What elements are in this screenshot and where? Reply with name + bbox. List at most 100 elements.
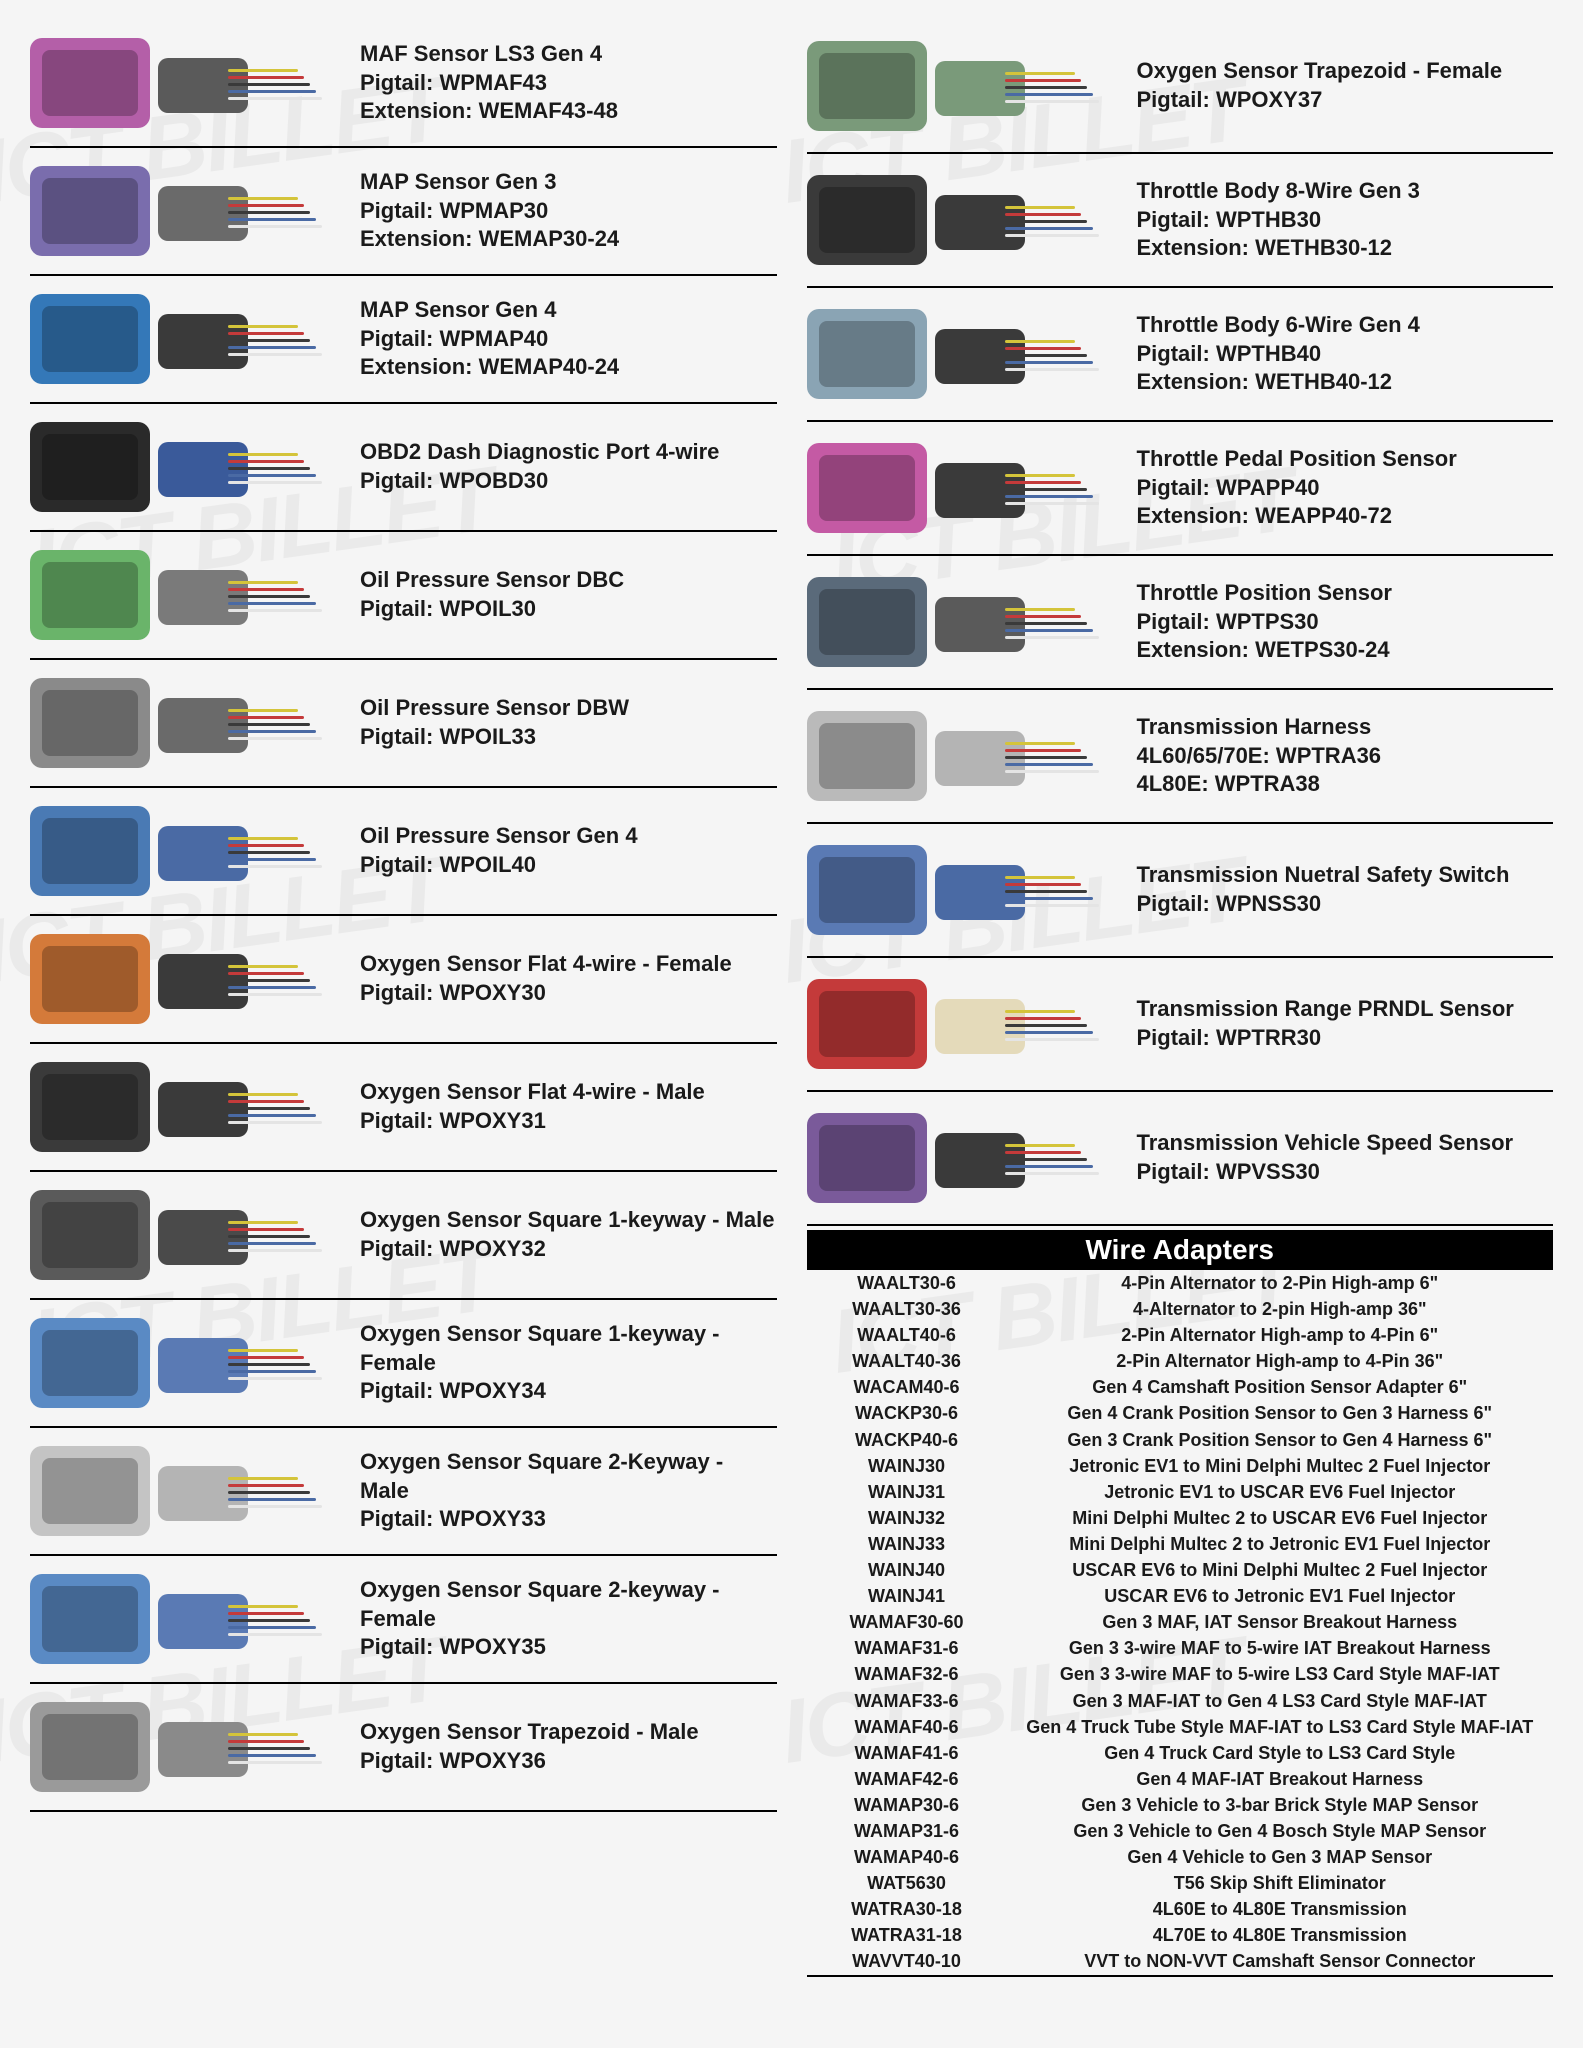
adapter-desc: USCAR EV6 to Jetronic EV1 Fuel Injector: [1007, 1583, 1554, 1609]
adapter-code: WAMAF30-60: [807, 1609, 1007, 1635]
adapter-code: WAINJ40: [807, 1557, 1007, 1583]
connector-item: Oxygen Sensor Square 2-Keyway - MalePigt…: [30, 1428, 777, 1556]
adapter-desc: Gen 3 MAF-IAT to Gen 4 LS3 Card Style MA…: [1007, 1688, 1554, 1714]
connector-side-icon: [158, 555, 328, 635]
connector-images: [30, 806, 350, 896]
connector-pigtail: Pigtail: WPOXY35: [360, 1633, 777, 1662]
connector-title: MAP Sensor Gen 3: [360, 168, 777, 197]
connector-images: [807, 577, 1127, 667]
connector-side-icon: [935, 46, 1105, 126]
connector-text: Oxygen Sensor Flat 4-wire - MalePigtail:…: [350, 1078, 777, 1135]
adapter-code: WAVVT40-10: [807, 1948, 1007, 1974]
adapter-row: WAINJ30Jetronic EV1 to Mini Delphi Multe…: [807, 1453, 1554, 1479]
adapter-desc: Gen 3 Vehicle to Gen 4 Bosch Style MAP S…: [1007, 1818, 1554, 1844]
connector-pigtail: Pigtail: WPOIL40: [360, 851, 777, 880]
adapter-row: WAMAP31-6Gen 3 Vehicle to Gen 4 Bosch St…: [807, 1818, 1554, 1844]
connector-front-icon: [807, 175, 927, 265]
adapter-desc: Jetronic EV1 to Mini Delphi Multec 2 Fue…: [1007, 1453, 1554, 1479]
connector-text: Oxygen Sensor Square 1-keyway - FemalePi…: [350, 1320, 777, 1406]
connector-title: Oxygen Sensor Square 1-keyway - Female: [360, 1320, 777, 1377]
connector-title: Throttle Pedal Position Sensor: [1137, 445, 1554, 474]
adapter-row: WACAM40-6Gen 4 Camshaft Position Sensor …: [807, 1374, 1554, 1400]
connector-item: MAF Sensor LS3 Gen 4Pigtail: WPMAF43Exte…: [30, 20, 777, 148]
adapter-desc: Gen 3 3-wire MAF to 5-wire IAT Breakout …: [1007, 1635, 1554, 1661]
adapter-row: WAMAF31-6Gen 3 3-wire MAF to 5-wire IAT …: [807, 1635, 1554, 1661]
adapter-code: WAINJ41: [807, 1583, 1007, 1609]
adapter-code: WACAM40-6: [807, 1374, 1007, 1400]
connector-extension: Extension: WEMAP30-24: [360, 225, 777, 254]
adapter-row: WAINJ40USCAR EV6 to Mini Delphi Multec 2…: [807, 1557, 1554, 1583]
connector-side-icon: [158, 811, 328, 891]
connector-item: Oxygen Sensor Flat 4-wire - FemalePigtai…: [30, 916, 777, 1044]
adapter-code: WAMAF31-6: [807, 1635, 1007, 1661]
connector-pigtail: Pigtail: WPOXY34: [360, 1377, 777, 1406]
connector-extension: Extension: WEMAF43-48: [360, 97, 777, 126]
adapter-code: WAINJ32: [807, 1505, 1007, 1531]
connector-front-icon: [30, 806, 150, 896]
connector-side-icon: [158, 1067, 328, 1147]
connector-title: Transmission Nuetral Safety Switch: [1137, 861, 1554, 890]
adapter-desc: 4L60E to 4L80E Transmission: [1007, 1896, 1554, 1922]
connector-item: Transmission Range PRNDL SensorPigtail: …: [807, 958, 1554, 1092]
connector-front-icon: [30, 166, 150, 256]
connector-side-icon: [158, 939, 328, 1019]
connector-text: Transmission Harness4L60/65/70E: WPTRA36…: [1127, 713, 1554, 799]
adapter-desc: Gen 4 Truck Card Style to LS3 Card Style: [1007, 1740, 1554, 1766]
connector-front-icon: [30, 934, 150, 1024]
connector-text: Oil Pressure Sensor DBWPigtail: WPOIL33: [350, 694, 777, 751]
adapter-row: WAMAF41-6Gen 4 Truck Card Style to LS3 C…: [807, 1740, 1554, 1766]
adapter-row: WAALT30-364-Alternator to 2-pin High-amp…: [807, 1296, 1554, 1322]
connector-item: Oil Pressure Sensor DBWPigtail: WPOIL33: [30, 660, 777, 788]
connector-images: [30, 422, 350, 512]
adapter-row: WAVVT40-10VVT to NON-VVT Camshaft Sensor…: [807, 1948, 1554, 1974]
connector-item: MAP Sensor Gen 3Pigtail: WPMAP30Extensio…: [30, 148, 777, 276]
connector-images: [30, 1190, 350, 1280]
adapter-row: WAMAF42-6Gen 4 MAF-IAT Breakout Harness: [807, 1766, 1554, 1792]
connector-pigtail: Pigtail: WPOXY32: [360, 1235, 777, 1264]
connector-item: MAP Sensor Gen 4Pigtail: WPMAP40Extensio…: [30, 276, 777, 404]
connector-images: [807, 1113, 1127, 1203]
connector-item: Oxygen Sensor Square 2-keyway - FemalePi…: [30, 1556, 777, 1684]
connector-side-icon: [158, 1707, 328, 1787]
connector-text: Oxygen Sensor Square 2-Keyway - MalePigt…: [350, 1448, 777, 1534]
connector-title: Oxygen Sensor Square 1-keyway - Male: [360, 1206, 777, 1235]
adapter-desc: Jetronic EV1 to USCAR EV6 Fuel Injector: [1007, 1479, 1554, 1505]
connector-front-icon: [807, 41, 927, 131]
adapter-desc: Gen 3 Crank Position Sensor to Gen 4 Har…: [1007, 1427, 1554, 1453]
connector-title: MAF Sensor LS3 Gen 4: [360, 40, 777, 69]
connector-pigtail: Pigtail: WPMAP40: [360, 325, 777, 354]
connector-images: [807, 175, 1127, 265]
connector-images: [807, 979, 1127, 1069]
connector-images: [807, 309, 1127, 399]
connector-title: Oil Pressure Sensor DBC: [360, 566, 777, 595]
connector-images: [807, 41, 1127, 131]
adapter-desc: Gen 3 MAF, IAT Sensor Breakout Harness: [1007, 1609, 1554, 1635]
connector-text: Oxygen Sensor Square 1-keyway - MalePigt…: [350, 1206, 777, 1263]
connector-pigtail: Pigtail: WPNSS30: [1137, 890, 1554, 919]
connector-front-icon: [30, 1574, 150, 1664]
right-column: Oxygen Sensor Trapezoid - FemalePigtail:…: [807, 20, 1554, 1977]
connector-text: Oxygen Sensor Flat 4-wire - FemalePigtai…: [350, 950, 777, 1007]
adapter-row: WAMAP30-6Gen 3 Vehicle to 3-bar Brick St…: [807, 1792, 1554, 1818]
connector-side-icon: [158, 1323, 328, 1403]
connector-text: Throttle Body 8-Wire Gen 3Pigtail: WPTHB…: [1127, 177, 1554, 263]
connector-side-icon: [158, 1579, 328, 1659]
connector-pigtail: Pigtail: WPOIL30: [360, 595, 777, 624]
connector-pigtail: Pigtail: WPTHB30: [1137, 206, 1554, 235]
adapter-code: WAALT40-36: [807, 1348, 1007, 1374]
adapter-code: WAMAF32-6: [807, 1661, 1007, 1687]
adapter-row: WAINJ31Jetronic EV1 to USCAR EV6 Fuel In…: [807, 1479, 1554, 1505]
connector-images: [30, 38, 350, 128]
connector-item: Oxygen Sensor Square 1-keyway - MalePigt…: [30, 1172, 777, 1300]
adapter-code: WACKP40-6: [807, 1427, 1007, 1453]
left-column: MAF Sensor LS3 Gen 4Pigtail: WPMAF43Exte…: [30, 20, 777, 1977]
adapter-code: WAINJ30: [807, 1453, 1007, 1479]
connector-images: [30, 166, 350, 256]
connector-item: Throttle Position SensorPigtail: WPTPS30…: [807, 556, 1554, 690]
adapter-code: WAMAP31-6: [807, 1818, 1007, 1844]
connector-text: OBD2 Dash Diagnostic Port 4-wirePigtail:…: [350, 438, 777, 495]
connector-title: Oxygen Sensor Flat 4-wire - Female: [360, 950, 777, 979]
connector-side-icon: [158, 1451, 328, 1531]
connector-front-icon: [807, 711, 927, 801]
adapter-desc: T56 Skip Shift Eliminator: [1007, 1870, 1554, 1896]
